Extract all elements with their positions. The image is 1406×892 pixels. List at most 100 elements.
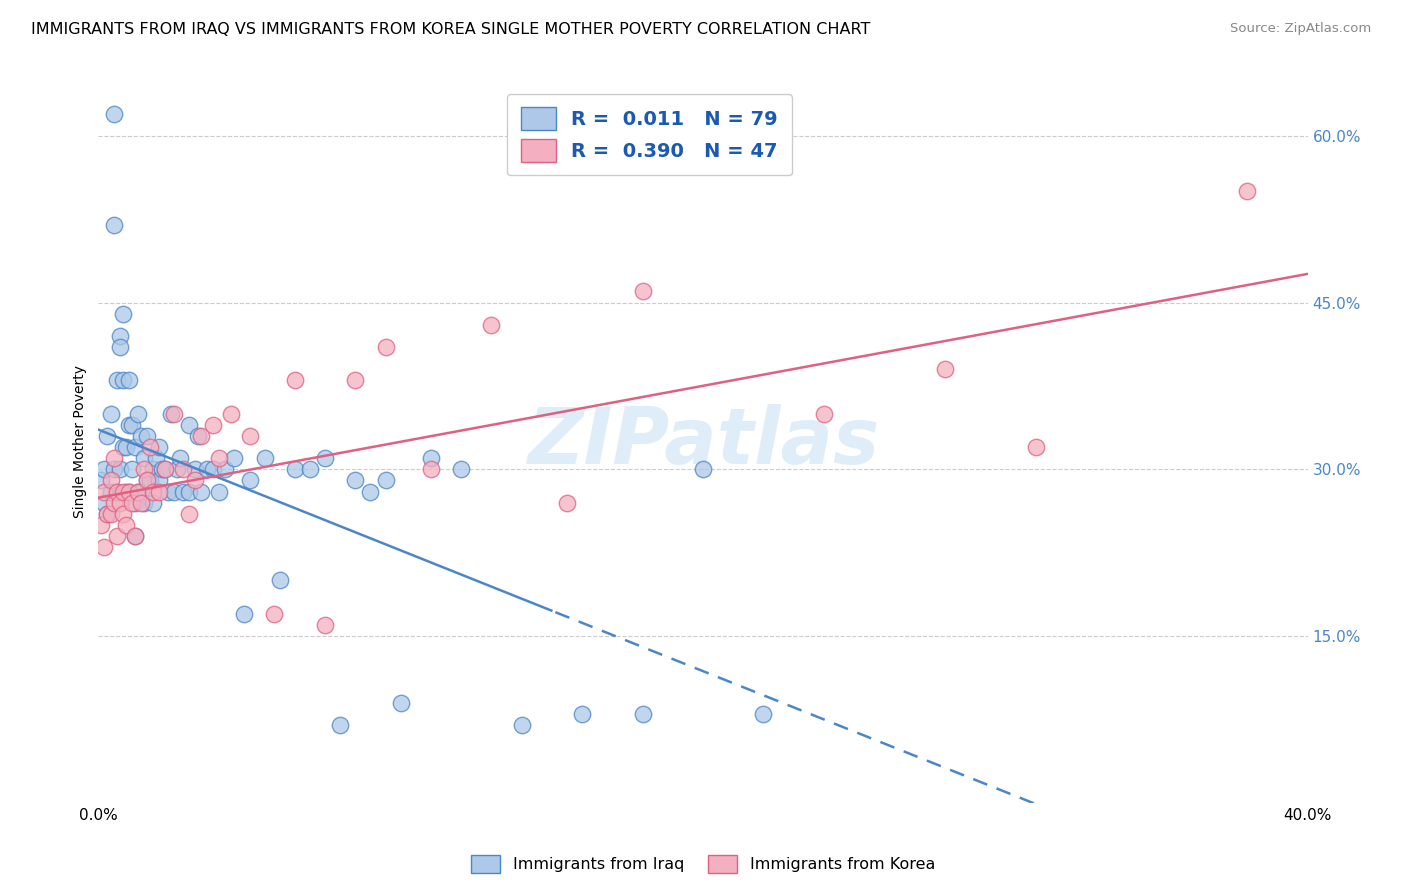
Point xyxy=(90,517,112,532)
Point xyxy=(450,462,472,476)
Point xyxy=(314,451,336,466)
Point xyxy=(420,451,443,466)
Point xyxy=(813,407,835,421)
Point xyxy=(555,496,578,510)
Point xyxy=(239,429,262,443)
Point xyxy=(187,429,209,443)
Point xyxy=(284,373,307,387)
Point xyxy=(111,440,134,454)
Point xyxy=(153,462,176,476)
Point xyxy=(93,496,115,510)
Point xyxy=(96,507,118,521)
Point xyxy=(163,484,186,499)
Point xyxy=(111,307,134,321)
Point xyxy=(172,484,194,499)
Point xyxy=(190,429,212,443)
Point xyxy=(202,462,225,476)
Point xyxy=(389,696,412,710)
Point xyxy=(93,484,115,499)
Point xyxy=(156,484,179,499)
Point xyxy=(269,574,291,588)
Text: IMMIGRANTS FROM IRAQ VS IMMIGRANTS FROM KOREA SINGLE MOTHER POVERTY CORRELATION : IMMIGRANTS FROM IRAQ VS IMMIGRANTS FROM … xyxy=(31,22,870,37)
Point xyxy=(108,340,131,354)
Point xyxy=(184,462,207,476)
Point xyxy=(93,462,115,476)
Point xyxy=(166,462,188,476)
Point xyxy=(105,529,128,543)
Point xyxy=(142,496,165,510)
Text: ZIPatlas: ZIPatlas xyxy=(527,403,879,480)
Point xyxy=(179,417,201,432)
Point xyxy=(239,474,262,488)
Point xyxy=(108,496,131,510)
Point xyxy=(190,484,212,499)
Point xyxy=(118,373,141,387)
Point xyxy=(692,462,714,476)
Point xyxy=(100,484,122,499)
Point xyxy=(571,706,593,721)
Point xyxy=(360,484,382,499)
Point xyxy=(934,362,956,376)
Point xyxy=(420,462,443,476)
Point xyxy=(148,474,170,488)
Y-axis label: Single Mother Poverty: Single Mother Poverty xyxy=(73,365,87,518)
Point xyxy=(121,462,143,476)
Point xyxy=(142,484,165,499)
Point xyxy=(100,407,122,421)
Point xyxy=(148,484,170,499)
Point xyxy=(160,407,183,421)
Point xyxy=(118,484,141,499)
Point xyxy=(103,451,125,466)
Point xyxy=(105,484,128,499)
Point xyxy=(121,417,143,432)
Point xyxy=(111,373,134,387)
Point xyxy=(481,318,503,332)
Point xyxy=(314,618,336,632)
Point xyxy=(142,462,165,476)
Point xyxy=(139,440,162,454)
Point xyxy=(124,529,146,543)
Point xyxy=(135,474,157,488)
Point xyxy=(96,507,118,521)
Point xyxy=(344,373,367,387)
Point xyxy=(132,496,155,510)
Point xyxy=(374,474,396,488)
Point xyxy=(129,429,152,443)
Point xyxy=(118,484,141,499)
Point xyxy=(105,484,128,499)
Point xyxy=(752,706,775,721)
Point xyxy=(1236,185,1258,199)
Point xyxy=(103,462,125,476)
Point xyxy=(329,718,352,732)
Point xyxy=(129,496,152,510)
Point xyxy=(253,451,276,466)
Point xyxy=(153,462,176,476)
Point xyxy=(631,285,654,299)
Point xyxy=(96,429,118,443)
Point xyxy=(214,462,236,476)
Point xyxy=(103,218,125,232)
Point xyxy=(129,484,152,499)
Point xyxy=(299,462,322,476)
Point xyxy=(232,607,254,621)
Point xyxy=(124,440,146,454)
Point xyxy=(284,462,307,476)
Point xyxy=(108,462,131,476)
Point xyxy=(114,484,136,499)
Point xyxy=(510,718,533,732)
Point xyxy=(127,407,149,421)
Point xyxy=(103,496,125,510)
Point xyxy=(202,417,225,432)
Text: Source: ZipAtlas.com: Source: ZipAtlas.com xyxy=(1230,22,1371,36)
Point xyxy=(90,474,112,488)
Legend: R =  0.011   N = 79, R =  0.390   N = 47: R = 0.011 N = 79, R = 0.390 N = 47 xyxy=(508,94,792,176)
Point xyxy=(135,474,157,488)
Point xyxy=(145,451,167,466)
Point xyxy=(208,484,231,499)
Point xyxy=(631,706,654,721)
Point xyxy=(93,540,115,554)
Point xyxy=(139,474,162,488)
Point xyxy=(108,329,131,343)
Point xyxy=(263,607,285,621)
Point xyxy=(127,484,149,499)
